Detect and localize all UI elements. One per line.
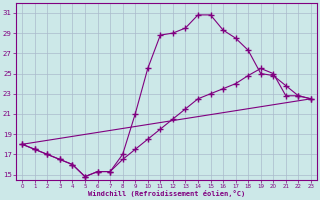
X-axis label: Windchill (Refroidissement éolien,°C): Windchill (Refroidissement éolien,°C): [88, 190, 245, 197]
